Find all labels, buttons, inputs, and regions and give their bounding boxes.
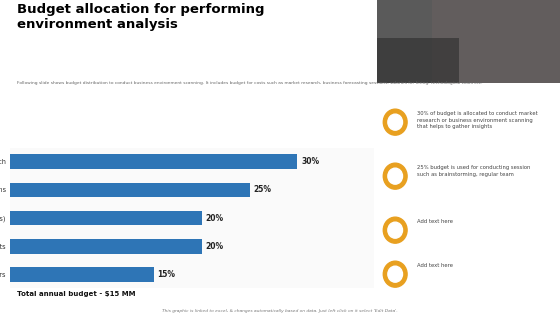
Circle shape: [383, 163, 407, 189]
Text: 30%: 30%: [301, 157, 319, 166]
Bar: [10, 154, 297, 169]
Text: Add text here: Add text here: [417, 219, 453, 224]
Text: 30% of budget is allocated to conduct market
research or business environment sc: 30% of budget is allocated to conduct ma…: [417, 111, 538, 129]
Text: 20%: 20%: [206, 242, 223, 251]
Circle shape: [383, 261, 407, 287]
Text: Key insights: Key insights: [395, 91, 458, 100]
Text: 15%: 15%: [157, 270, 176, 279]
Bar: [10, 239, 202, 254]
Text: Following slide shows budget distribution to conduct business environment scanni: Following slide shows budget distributio…: [17, 81, 483, 85]
Text: 25% budget is used for conducting session
such as brainstorming, regular team: 25% budget is used for conducting sessio…: [417, 165, 530, 177]
Bar: [377, 37, 459, 83]
Text: 25%: 25%: [253, 186, 272, 194]
Circle shape: [388, 114, 403, 130]
Circle shape: [388, 266, 403, 282]
Text: This graphic is linked to excel, & changes automatically based on data. Just lef: This graphic is linked to excel, & chang…: [162, 309, 398, 312]
Bar: [10, 211, 202, 226]
Circle shape: [388, 168, 403, 184]
Bar: [10, 183, 250, 197]
Text: Total annual budget - $15 MM: Total annual budget - $15 MM: [17, 291, 136, 297]
Text: Budget allocated: Budget allocated: [19, 132, 100, 141]
Circle shape: [383, 109, 407, 135]
Circle shape: [383, 217, 407, 243]
Text: Add text here: Add text here: [417, 263, 453, 268]
Bar: [10, 267, 154, 282]
Text: 20%: 20%: [206, 214, 223, 223]
Circle shape: [388, 222, 403, 238]
Text: Budget allocation for performing
environment analysis: Budget allocation for performing environ…: [17, 3, 265, 31]
Bar: [432, 0, 560, 83]
